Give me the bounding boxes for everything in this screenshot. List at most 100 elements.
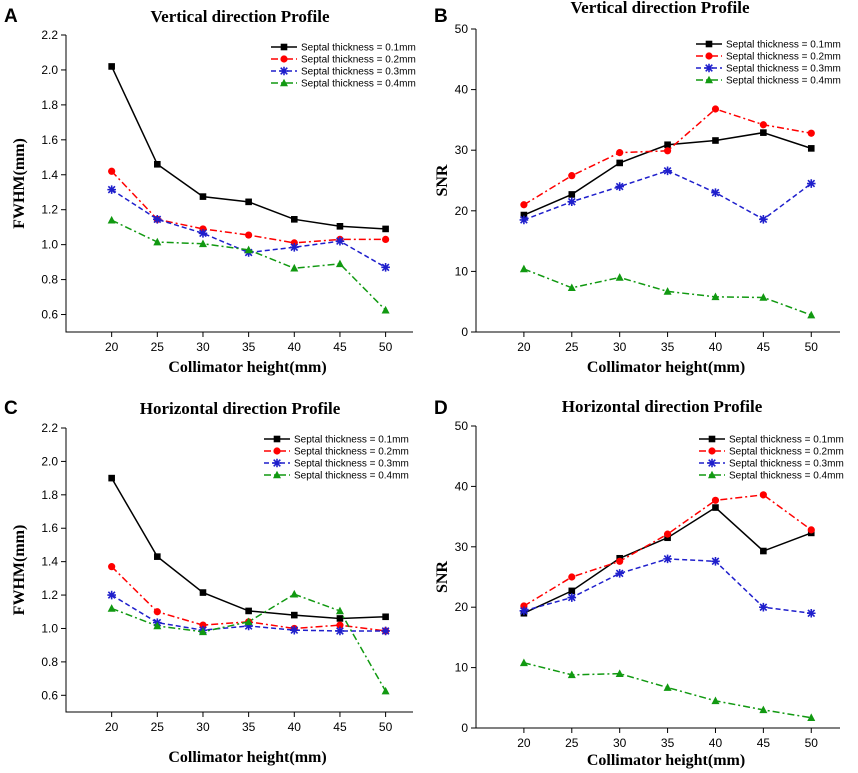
panel-letter: D: [434, 398, 448, 419]
x-tick-label: 35: [661, 340, 675, 354]
x-axis-title: Collimator height(mm): [168, 749, 326, 766]
y-tick-label: 2.0: [41, 454, 58, 468]
data-point: [198, 239, 207, 248]
legend-label: Septal thickness = 0.4mm: [301, 79, 416, 90]
series-4: [107, 215, 390, 314]
data-point: [199, 193, 207, 200]
y-tick-label: 40: [455, 479, 469, 493]
data-point: [759, 491, 767, 499]
x-tick-label: 35: [242, 720, 256, 734]
data-point: [154, 553, 161, 560]
series-2: [520, 105, 815, 209]
series-3: [519, 166, 816, 225]
chart-title: Vertical direction Profile: [570, 0, 750, 17]
y-tick-label: 0.8: [41, 273, 58, 287]
data-point: [245, 198, 252, 206]
data-point: [807, 145, 815, 152]
data-point: [568, 573, 576, 581]
data-point: [381, 626, 390, 636]
data-point: [336, 615, 344, 622]
y-tick-label: 1.8: [41, 98, 58, 112]
y-tick-label: 0.8: [41, 655, 58, 669]
chart-panel-d: D Horizontal direction Profile 0 10 20 30 40 50…: [434, 397, 844, 769]
data-point: [244, 621, 253, 631]
y-tick-label: 1.6: [41, 133, 58, 147]
data-point: [567, 197, 577, 207]
x-tick-label: 20: [517, 340, 531, 354]
y-axis-title: FWHM(mm): [11, 138, 28, 229]
data-point: [663, 530, 672, 538]
y-tick-label: 1.2: [41, 588, 58, 602]
data-point: [663, 683, 672, 691]
data-point: [520, 602, 528, 610]
y-axis-title: SNR: [434, 164, 451, 196]
data-point: [335, 606, 344, 615]
legend-marker: [279, 66, 289, 76]
y-tick-label: 0.6: [41, 308, 58, 322]
x-tick-label: 40: [288, 720, 302, 734]
data-point: [108, 167, 116, 175]
x-tick-label: 25: [565, 736, 579, 750]
data-point: [711, 188, 720, 197]
x-tick-label: 40: [288, 340, 302, 354]
data-point: [759, 121, 767, 129]
legend: Septal thickness = 0.1mm Septal thickness…: [271, 43, 416, 90]
legend-label: Septal thickness = 0.1mm: [301, 43, 416, 54]
legend-marker: [708, 470, 716, 479]
data-point: [616, 159, 623, 167]
x-axis-title: Collimator height(mm): [587, 752, 745, 769]
series-line: [111, 477, 386, 620]
data-point: [290, 611, 298, 619]
data-point: [335, 626, 345, 636]
legend-label: Septal thickness = 0.2mm: [729, 447, 844, 458]
legend-marker: [280, 55, 288, 63]
data-point: [519, 264, 528, 273]
data-point: [568, 172, 576, 180]
x-tick-label: 45: [757, 340, 771, 354]
data-point: [154, 160, 161, 168]
series-line: [523, 558, 812, 614]
chart-title: Vertical direction Profile: [150, 7, 330, 26]
data-point: [807, 713, 816, 722]
data-point: [244, 245, 253, 254]
data-point: [336, 621, 344, 629]
data-point: [520, 201, 528, 209]
data-point: [615, 669, 624, 677]
data-point: [198, 228, 208, 238]
series-1: [108, 63, 389, 233]
data-point: [711, 496, 720, 504]
legend-marker: [704, 63, 714, 73]
y-axis-title: SNR: [434, 561, 451, 593]
legend-marker: [273, 470, 281, 479]
y-tick-label: 0: [461, 721, 468, 735]
legend-label: Septal thickness = 0.1mm: [726, 40, 841, 51]
chart-title: Horizontal direction Profile: [140, 399, 341, 418]
y-tick-label: 10: [455, 661, 469, 675]
series-4: [107, 589, 390, 695]
data-point: [807, 129, 815, 137]
chart-panel-a: A Vertical direction Profile 0.6 0.8 1.0 1.2 1…: [4, 6, 416, 376]
data-point: [664, 141, 671, 149]
x-tick-label: 50: [379, 720, 393, 734]
y-tick-label: 20: [455, 600, 469, 614]
x-tick-label: 45: [757, 736, 771, 750]
chart-title: Horizontal direction Profile: [562, 397, 763, 416]
data-point: [245, 607, 252, 615]
legend-label: Septal thickness = 0.4mm: [729, 471, 844, 482]
data-point: [615, 182, 624, 191]
series-4: [519, 264, 816, 319]
legend-marker: [708, 447, 716, 455]
legend-label: Septal thickness = 0.3mm: [726, 64, 841, 75]
y-tick-label: 10: [455, 264, 469, 278]
data-point: [759, 293, 768, 301]
data-point: [198, 627, 207, 636]
data-point: [615, 273, 624, 281]
data-point: [760, 129, 767, 136]
data-point: [289, 625, 299, 635]
axis-frame: [65, 428, 413, 713]
data-point: [244, 617, 253, 626]
x-tick-label: 25: [151, 720, 165, 734]
data-point: [289, 242, 299, 252]
legend-label: Septal thickness = 0.1mm: [294, 435, 409, 446]
legend-label: Septal thickness = 0.2mm: [294, 447, 409, 458]
